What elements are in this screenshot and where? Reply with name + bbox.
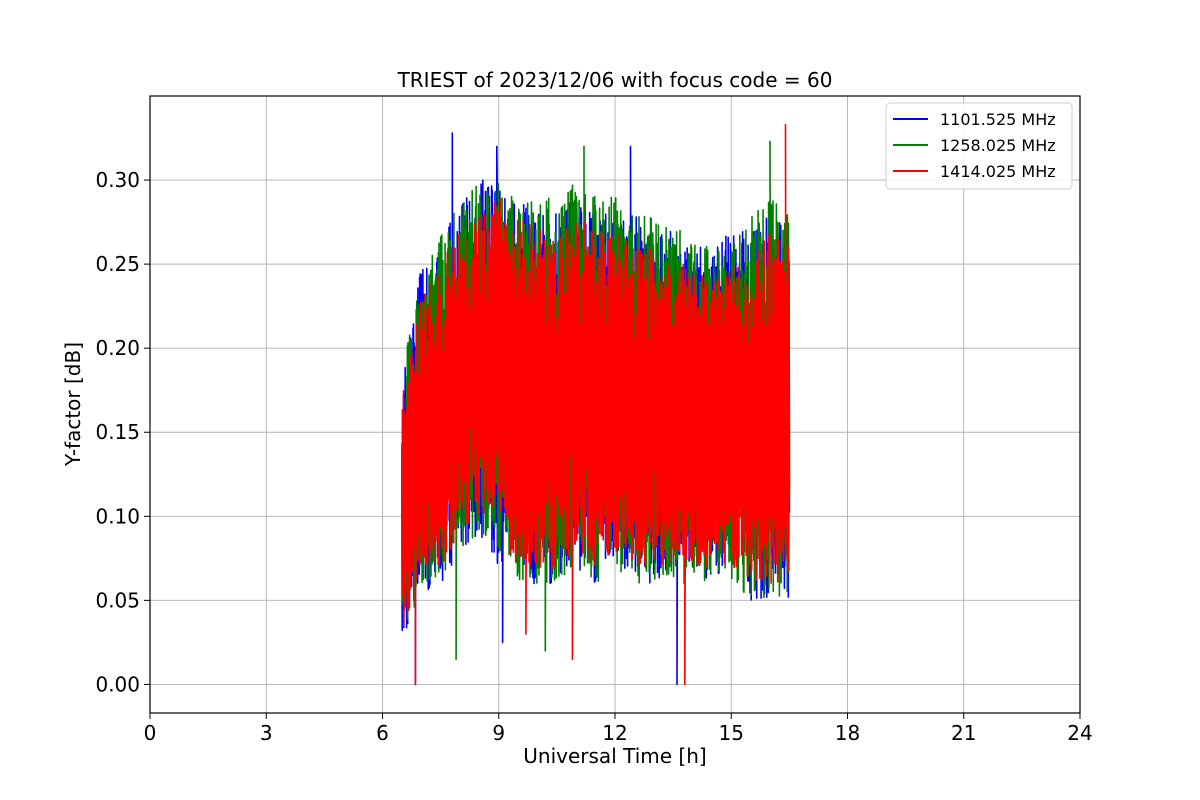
chart-title: TRIEST of 2023/12/06 with focus code = 6… [397,68,833,92]
y-tick-label: 0.30 [95,168,140,192]
y-tick-label: 0.10 [95,504,140,528]
y-tick-label: 0.15 [95,420,140,444]
y-tick-label: 0.05 [95,588,140,612]
legend: 1101.525 MHz 1258.025 MHz 1414.025 MHz [885,102,1073,190]
legend-label: 1258.025 MHz [940,136,1056,155]
series-line [401,123,791,686]
plot-area [401,123,791,686]
y-tick-label: 0.20 [95,336,140,360]
x-tick-label: 6 [376,721,389,745]
legend-label: 1414.025 MHz [940,162,1056,181]
x-axis-label: Universal Time [h] [523,744,706,768]
y-tick-label: 0.25 [95,252,140,276]
x-tick-label: 21 [951,721,976,745]
y-tick-label: 0.00 [95,672,140,696]
x-tick-label: 24 [1067,721,1092,745]
x-tick-label: 18 [835,721,860,745]
x-tick-label: 9 [492,721,505,745]
axis-ticks: 0 3 6 9 12 15 18 21 24 0.00 0.05 0.10 0.15 0.20 0.25 0.… [95,168,1092,745]
x-tick-label: 12 [602,721,627,745]
legend-box [885,102,1073,190]
y-axis-label: Y-factor [dB] [61,342,85,467]
x-tick-label: 0 [144,721,157,745]
x-tick-label: 15 [719,721,744,745]
x-tick-label: 3 [260,721,273,745]
legend-label: 1101.525 MHz [940,110,1056,129]
